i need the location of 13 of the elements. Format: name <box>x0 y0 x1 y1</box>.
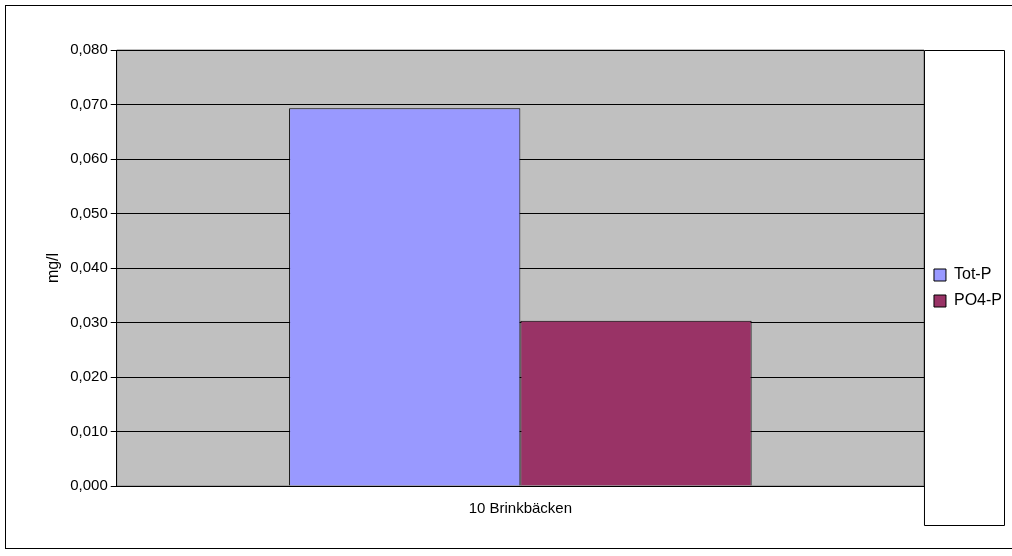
y-tick-label: 0,000 <box>70 476 108 494</box>
y-axis-title: mg/l <box>44 252 62 284</box>
y-tick-label: 0,060 <box>70 149 108 167</box>
y-tick-label: 0,030 <box>70 312 108 330</box>
y-tick-label: 0,020 <box>70 367 108 385</box>
y-tick-label: 0,070 <box>70 94 108 112</box>
y-tick-label: 0,010 <box>70 421 108 439</box>
y-tick-label: 0,080 <box>70 40 108 58</box>
y-tick-label: 0,050 <box>70 203 108 221</box>
y-tick-label: 0,040 <box>70 258 108 276</box>
x-tick-label: 10 Brinkbäcken <box>468 499 573 517</box>
legend-label: PO4-P <box>953 291 1002 309</box>
legend-label: Tot-P <box>953 265 992 283</box>
